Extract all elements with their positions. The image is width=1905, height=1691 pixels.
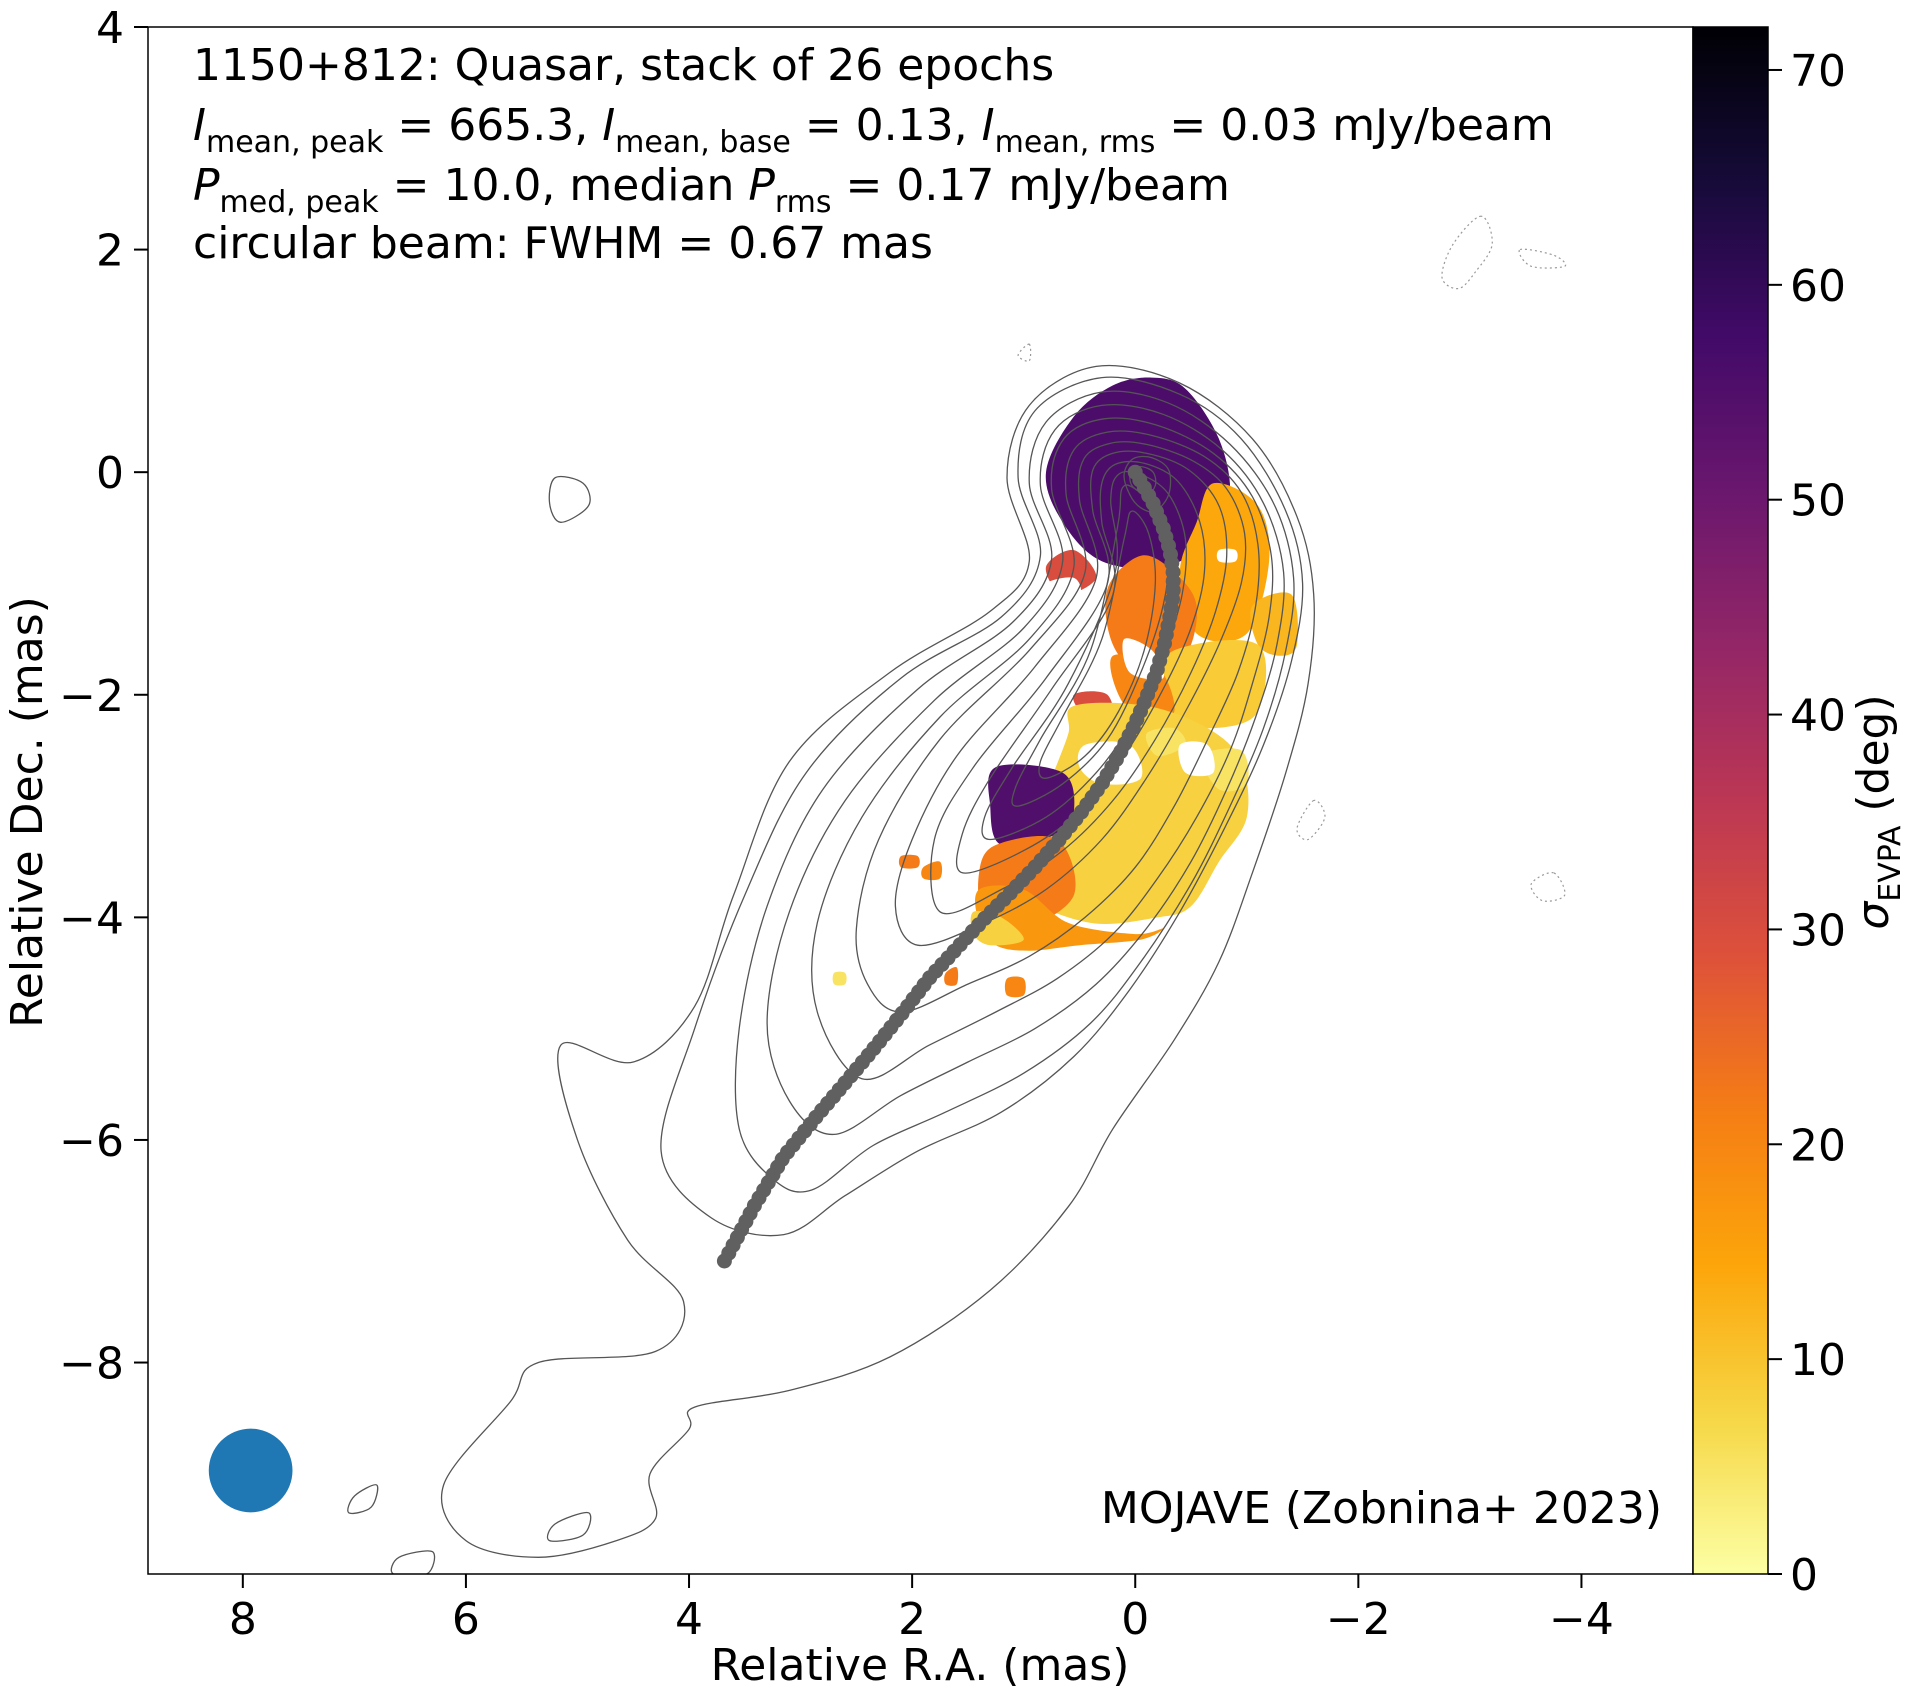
info-segment: P — [193, 160, 220, 211]
info-line: Imean, peak = 665.3, Imean, base = 0.13,… — [193, 100, 1554, 160]
sigma-region — [944, 966, 959, 986]
contour-line — [894, 441, 1247, 947]
info-segment: I — [602, 100, 615, 151]
info-segment: = 10.0, median — [379, 160, 749, 211]
info-segment: I — [193, 100, 206, 151]
colorbar-tick-label: 20 — [1790, 1120, 1846, 1171]
info-segment: rms — [775, 185, 832, 220]
colorbar-gradient — [1692, 26, 1769, 1575]
y-tick-label: −6 — [59, 1116, 124, 1167]
x-axis-ticks: 8 6 4 2 0 −2 −4 — [229, 1574, 1614, 1645]
info-segment: med, peak — [220, 185, 380, 220]
title-block: 1150+812: Quasar, stack of 26 epochs Imea… — [193, 40, 1554, 269]
y-tick-label: 0 — [96, 448, 124, 499]
contour-line — [440, 364, 1315, 1558]
y-tick-label: 2 — [96, 226, 124, 277]
x-tick-label: 4 — [675, 1594, 703, 1645]
x-tick-label: 2 — [898, 1594, 926, 1645]
info-segment: = 0.03 mJy/beam — [1155, 100, 1553, 151]
colorbar-label-unit: (deg) — [1848, 694, 1899, 825]
x-tick-label: 6 — [452, 1594, 480, 1645]
sigma-gap — [1178, 741, 1215, 777]
contour-island — [347, 1484, 379, 1514]
colorbar-label-main: σ — [1848, 901, 1899, 930]
contour-line — [855, 430, 1260, 1013]
info-line: 1150+812: Quasar, stack of 26 epochs — [193, 40, 1054, 91]
contour-line — [811, 417, 1274, 1081]
info-segment: mean, peak — [206, 125, 384, 160]
info-segment: = 665.3, — [383, 100, 602, 151]
sigma-evpa-map — [832, 377, 1298, 998]
colorbar-tick-label: 70 — [1790, 46, 1846, 97]
colorbar-tick-label: 10 — [1790, 1335, 1846, 1386]
x-tick-label: −4 — [1549, 1594, 1614, 1645]
intensity-contours — [347, 364, 1315, 1574]
x-tick-label: 8 — [229, 1594, 257, 1645]
contour-line — [1038, 510, 1157, 779]
negative-contour — [1441, 215, 1493, 290]
beam-circle — [208, 1428, 293, 1513]
negative-contour — [1017, 343, 1032, 362]
contour-line — [734, 390, 1295, 1193]
colorbar-label: σEVPA (deg) — [1848, 694, 1905, 929]
x-tick-label: 0 — [1121, 1594, 1149, 1645]
sigma-region — [1157, 639, 1267, 729]
contour-island — [390, 1550, 436, 1574]
info-line: circular beam: FWHM = 0.67 mas — [193, 218, 933, 269]
info-segment: mean, base — [615, 125, 791, 160]
colorbar-label-sub: EVPA — [1873, 825, 1905, 902]
contour-line — [766, 404, 1285, 1136]
info-segment: mean, rms — [995, 125, 1156, 160]
contour-line — [1123, 455, 1172, 513]
y-tick-label: −2 — [59, 671, 124, 722]
info-segment: I — [982, 100, 995, 151]
x-tick-label: −2 — [1326, 1594, 1391, 1645]
negative-contour — [1530, 871, 1566, 902]
info-segment: = 0.13, — [791, 100, 982, 151]
colorbar-ticks: 0 10 20 30 40 50 60 70 — [1768, 46, 1846, 1601]
colorbar-tick-label: 0 — [1790, 1550, 1818, 1601]
x-axis-label: Relative R.A. (mas) — [711, 1640, 1130, 1691]
colorbar-tick-label: 60 — [1790, 261, 1846, 312]
sigma-region — [1145, 727, 1187, 757]
info-line: Pmed, peak = 10.0, median Prms = 0.17 mJ… — [193, 160, 1230, 220]
colorbar-tick-label: 30 — [1790, 905, 1846, 956]
y-axis-ticks: 4 2 0 −2 −4 −6 −8 — [59, 3, 148, 1390]
colorbar-tick-label: 50 — [1790, 476, 1846, 527]
sigma-gap — [1044, 577, 1081, 601]
sigma-region — [988, 764, 1075, 847]
sigma-region — [832, 971, 847, 986]
contour-island — [548, 475, 591, 523]
colorbar: 0 10 20 30 40 50 60 70 σEVPA (deg) — [1692, 26, 1905, 1601]
y-axis-label: Relative Dec. (mas) — [2, 596, 53, 1028]
negative-contours — [1017, 215, 1567, 902]
colorbar-tick-label: 40 — [1790, 691, 1846, 742]
contour-line — [1129, 465, 1157, 496]
sigma-region — [921, 861, 943, 881]
sigma-region — [1250, 592, 1298, 656]
contour-line — [660, 376, 1304, 1237]
contour-line — [930, 450, 1228, 915]
contour-island — [546, 1511, 592, 1542]
y-tick-label: 4 — [96, 3, 124, 54]
sigma-region — [975, 885, 1164, 951]
info-segment: 1150+812: Quasar, stack of 26 epochs — [193, 40, 1054, 91]
sigma-region — [1004, 976, 1026, 998]
negative-contour — [1296, 799, 1326, 841]
y-tick-label: −4 — [59, 893, 124, 944]
beam — [208, 1428, 293, 1513]
ridgeline-point — [716, 1253, 732, 1269]
info-segment: = 0.17 mJy/beam — [832, 160, 1230, 211]
sigma-region — [898, 854, 920, 869]
ridgeline — [716, 464, 1181, 1269]
y-tick-label: −8 — [59, 1339, 124, 1390]
info-segment: circular beam: FWHM = 0.67 mas — [193, 218, 933, 269]
negative-contour — [1518, 248, 1567, 269]
plot-area — [208, 215, 1567, 1574]
credit-text: MOJAVE (Zobnina+ 2023) — [1101, 1483, 1662, 1534]
info-segment: P — [748, 160, 775, 211]
